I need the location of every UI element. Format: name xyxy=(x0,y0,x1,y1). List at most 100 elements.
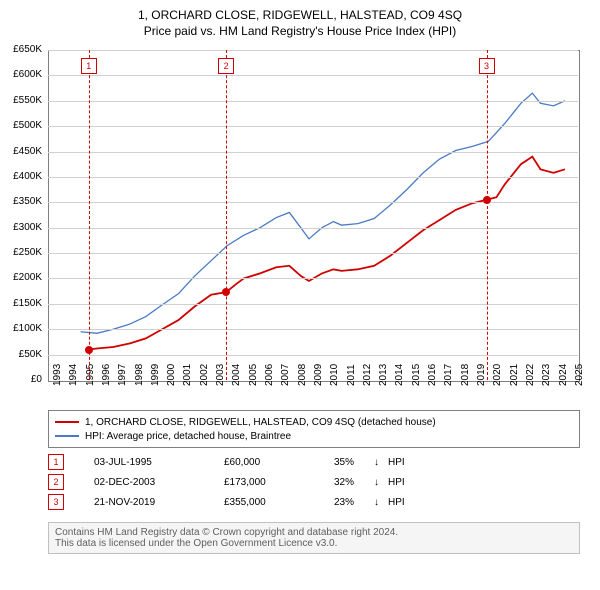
x-tick-label: 2008 xyxy=(297,364,308,386)
x-tick-label: 1994 xyxy=(68,364,79,386)
x-tick-label: 2024 xyxy=(558,364,569,386)
transaction-pct: 32% xyxy=(334,477,374,488)
transaction-vline xyxy=(226,50,227,380)
x-tick-label: 2009 xyxy=(313,364,324,386)
transaction-marker: 1 xyxy=(81,58,97,74)
gridline xyxy=(48,329,578,330)
transaction-row-marker: 1 xyxy=(48,454,64,470)
x-tick-label: 2012 xyxy=(362,364,373,386)
transaction-hpi-label: HPI xyxy=(388,457,405,468)
y-tick-label: £200K xyxy=(0,272,42,283)
x-tick-label: 1998 xyxy=(134,364,145,386)
y-tick-label: £150K xyxy=(0,298,42,309)
y-tick-label: £300K xyxy=(0,222,42,233)
transaction-vline xyxy=(487,50,488,380)
gridline xyxy=(48,126,578,127)
x-tick-label: 2020 xyxy=(492,364,503,386)
transaction-row-marker: 3 xyxy=(48,494,64,510)
footer-attribution: Contains HM Land Registry data © Crown c… xyxy=(48,522,580,554)
y-tick-label: £550K xyxy=(0,95,42,106)
legend-row: 1, ORCHARD CLOSE, RIDGEWELL, HALSTEAD, C… xyxy=(55,415,573,429)
x-tick-label: 2016 xyxy=(427,364,438,386)
transaction-marker: 2 xyxy=(218,58,234,74)
transaction-pct: 35% xyxy=(334,457,374,468)
transaction-price: £60,000 xyxy=(224,457,334,468)
transaction-row-marker: 2 xyxy=(48,474,64,490)
gridline xyxy=(48,304,578,305)
transaction-table: 103-JUL-1995£60,00035%↓HPI202-DEC-2003£1… xyxy=(48,452,405,512)
transaction-marker: 3 xyxy=(479,58,495,74)
x-tick-label: 2007 xyxy=(280,364,291,386)
transaction-date: 02-DEC-2003 xyxy=(94,477,224,488)
y-tick-label: £450K xyxy=(0,146,42,157)
legend-swatch xyxy=(55,421,79,423)
x-tick-label: 2000 xyxy=(166,364,177,386)
x-tick-label: 2023 xyxy=(541,364,552,386)
x-tick-label: 2006 xyxy=(264,364,275,386)
gridline xyxy=(48,50,578,51)
gridline xyxy=(48,75,578,76)
transaction-row: 3 21-NOV-2019£355,00023%↓HPI xyxy=(48,492,405,512)
transaction-vline xyxy=(89,50,90,380)
legend-swatch xyxy=(55,435,79,437)
x-tick-label: 2022 xyxy=(525,364,536,386)
x-tick-label: 2017 xyxy=(443,364,454,386)
gridline xyxy=(48,228,578,229)
x-tick-label: 1999 xyxy=(150,364,161,386)
footer-line1: Contains HM Land Registry data © Crown c… xyxy=(55,527,573,538)
legend-row: HPI: Average price, detached house, Brai… xyxy=(55,429,573,443)
x-tick-label: 2015 xyxy=(411,364,422,386)
x-tick-label: 2018 xyxy=(460,364,471,386)
x-tick-label: 2002 xyxy=(199,364,210,386)
y-tick-label: £0 xyxy=(0,374,42,385)
x-tick-label: 2003 xyxy=(215,364,226,386)
y-tick-label: £250K xyxy=(0,247,42,258)
chart-container: 1, ORCHARD CLOSE, RIDGEWELL, HALSTEAD, C… xyxy=(0,0,600,590)
transaction-hpi-label: HPI xyxy=(388,477,405,488)
gridline xyxy=(48,177,578,178)
transaction-date: 03-JUL-1995 xyxy=(94,457,224,468)
transaction-dot xyxy=(483,196,491,204)
x-tick-label: 2019 xyxy=(476,364,487,386)
x-tick-label: 2001 xyxy=(182,364,193,386)
y-tick-label: £400K xyxy=(0,171,42,182)
transaction-row: 2 02-DEC-2003£173,00032%↓HPI xyxy=(48,472,405,492)
x-tick-label: 2005 xyxy=(248,364,259,386)
gridline xyxy=(48,101,578,102)
x-tick-label: 2010 xyxy=(329,364,340,386)
y-tick-label: £500K xyxy=(0,120,42,131)
x-tick-label: 1993 xyxy=(52,364,63,386)
x-tick-label: 2014 xyxy=(394,364,405,386)
legend-label: HPI: Average price, detached house, Brai… xyxy=(85,431,291,442)
transaction-row: 1 03-JUL-1995£60,00035%↓HPI xyxy=(48,452,405,472)
x-tick-label: 1997 xyxy=(117,364,128,386)
y-tick-label: £600K xyxy=(0,69,42,80)
x-tick-label: 2013 xyxy=(378,364,389,386)
gridline xyxy=(48,278,578,279)
x-tick-label: 2021 xyxy=(509,364,520,386)
gridline xyxy=(48,152,578,153)
transaction-dot xyxy=(85,346,93,354)
legend: 1, ORCHARD CLOSE, RIDGEWELL, HALSTEAD, C… xyxy=(48,410,580,448)
gridline xyxy=(48,355,578,356)
transaction-price: £355,000 xyxy=(224,497,334,508)
x-tick-label: 2025 xyxy=(574,364,585,386)
down-arrow-icon: ↓ xyxy=(374,457,388,468)
gridline xyxy=(48,202,578,203)
transaction-hpi-label: HPI xyxy=(388,497,405,508)
transaction-pct: 23% xyxy=(334,497,374,508)
x-tick-label: 2011 xyxy=(346,364,357,386)
transaction-date: 21-NOV-2019 xyxy=(94,497,224,508)
transaction-price: £173,000 xyxy=(224,477,334,488)
y-tick-label: £100K xyxy=(0,323,42,334)
x-tick-label: 2004 xyxy=(231,364,242,386)
y-tick-label: £50K xyxy=(0,349,42,360)
legend-label: 1, ORCHARD CLOSE, RIDGEWELL, HALSTEAD, C… xyxy=(85,417,436,428)
x-tick-label: 1996 xyxy=(101,364,112,386)
footer-line2: This data is licensed under the Open Gov… xyxy=(55,538,573,549)
y-tick-label: £350K xyxy=(0,196,42,207)
down-arrow-icon: ↓ xyxy=(374,497,388,508)
y-tick-label: £650K xyxy=(0,44,42,55)
gridline xyxy=(48,253,578,254)
down-arrow-icon: ↓ xyxy=(374,477,388,488)
